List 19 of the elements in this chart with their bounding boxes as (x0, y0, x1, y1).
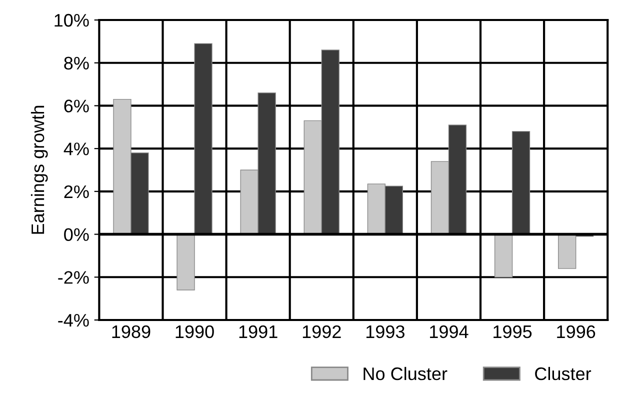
x-tick-label: 1989 (112, 325, 150, 338)
y-tick-label: 4% (64, 142, 89, 156)
x-tick-label: 1994 (430, 325, 468, 338)
y-tick-label: 6% (64, 100, 89, 112)
x-tick-label: 1993 (366, 325, 404, 338)
y-tick-label: 8% (64, 56, 89, 70)
x-tick-label: 1990 (176, 325, 214, 338)
legend-label: Cluster (535, 366, 592, 380)
y-tick-label: 10% (54, 14, 89, 27)
y-axis-title: Earnings growth (30, 106, 48, 234)
x-tick-label: 1991 (239, 325, 278, 338)
x-tick-label: 1995 (494, 325, 532, 338)
legend-label: No Cluster (364, 366, 448, 380)
x-tick-label: 1996 (557, 325, 596, 338)
y-tick-label: 0% (64, 228, 89, 242)
y-tick-label: 2% (64, 185, 89, 198)
y-tick-label: -4% (58, 314, 89, 327)
x-tick-label: 1992 (302, 325, 341, 338)
y-tick-label: -2% (58, 271, 89, 284)
